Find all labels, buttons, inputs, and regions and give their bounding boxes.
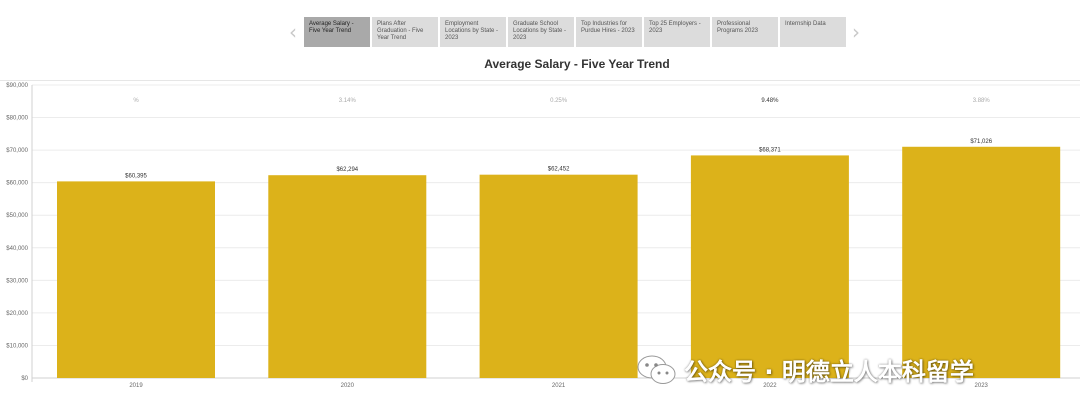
y-tick-label: $90,000 <box>6 83 28 89</box>
y-tick-label: $20,000 <box>6 311 28 317</box>
bar[interactable] <box>57 181 215 378</box>
change-percent-label: 3.88% <box>973 98 991 104</box>
x-tick-label: 2019 <box>129 383 143 389</box>
bar[interactable] <box>690 155 849 378</box>
x-tick-label: 2020 <box>341 383 355 389</box>
bar-value-label: $62,452 <box>548 167 570 173</box>
chart-title: Average Salary - Five Year Trend <box>484 57 670 71</box>
tab-1[interactable]: Average Salary - Five Year Trend <box>304 17 370 47</box>
prev-tab-chevron-icon[interactable]: ‹ <box>289 20 297 44</box>
change-percent-label: 0.25% <box>550 98 568 104</box>
change-percent-label: 9.48% <box>761 98 779 104</box>
y-tick-label: $40,000 <box>6 246 28 252</box>
x-tick-label: 2022 <box>763 383 777 389</box>
y-tick-label: $70,000 <box>6 148 28 154</box>
y-tick-label: $50,000 <box>6 213 28 219</box>
y-tick-label: $10,000 <box>6 343 28 349</box>
bar[interactable] <box>902 146 1061 378</box>
change-percent-label: % <box>133 98 139 104</box>
bar-value-label: $71,026 <box>970 139 992 145</box>
y-tick-label: $0 <box>21 376 28 382</box>
y-tick-label: $80,000 <box>6 116 28 122</box>
tab-4[interactable]: Graduate School Locations by State - 202… <box>508 17 574 47</box>
watermark: 公众号 · 明德立人本科留学 <box>636 352 974 387</box>
tab-3[interactable]: Employment Locations by State - 2023 <box>440 17 506 47</box>
bar-value-label: $60,395 <box>125 173 147 179</box>
dashboard-tab-bar: Average Salary - Five Year Trend Plans Af… <box>304 17 848 47</box>
tab-2[interactable]: Plans After Graduation - Five Year Trend <box>372 17 438 47</box>
wechat-icon <box>637 355 676 384</box>
tab-7[interactable]: Professional Programs 2023 <box>712 17 778 47</box>
y-tick-label: $60,000 <box>6 181 28 187</box>
bar[interactable] <box>268 175 427 378</box>
bar-value-label: $68,371 <box>759 147 781 153</box>
x-tick-label: 2023 <box>975 383 989 389</box>
next-tab-chevron-icon[interactable]: › <box>852 20 860 44</box>
bar-value-label: $62,294 <box>336 167 358 173</box>
change-percent-label: 3.14% <box>339 98 357 104</box>
tab-6[interactable]: Top 25 Employers - 2023 <box>644 17 710 47</box>
header-divider <box>0 80 1080 81</box>
tab-5[interactable]: Top Industries for Purdue Hires - 2023 <box>576 17 642 47</box>
y-tick-label: $30,000 <box>6 278 28 284</box>
watermark-text: 公众号 · 明德立人本科留学 <box>684 358 974 386</box>
tab-8[interactable]: Internship Data <box>780 17 846 47</box>
x-tick-label: 2021 <box>552 383 566 389</box>
bar[interactable] <box>479 174 638 378</box>
